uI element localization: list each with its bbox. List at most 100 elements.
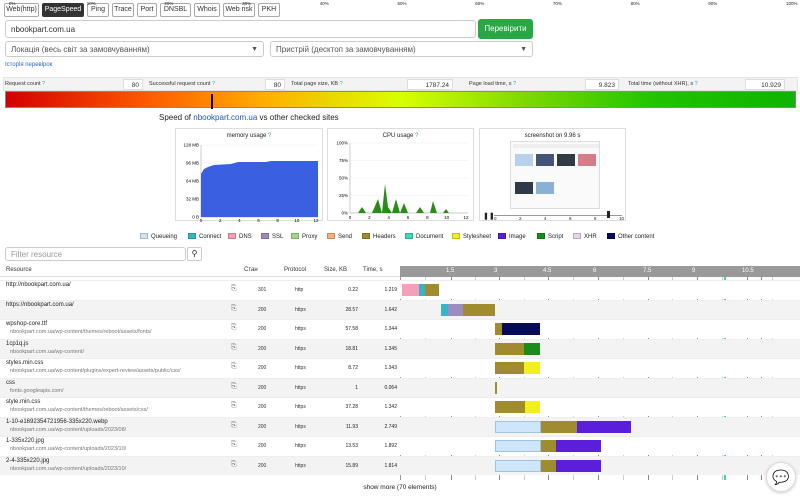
- cpu-chart: 100% 75% 50% 25% 0% 0 2 4 6 8 10 12: [336, 141, 469, 221]
- copy-icon[interactable]: ⎘: [231, 460, 237, 468]
- table-row[interactable]: 1cp1q.js nbookpart.com.ua/wp-content/ ⎘ 200…: [0, 338, 800, 358]
- tab-web-http-[interactable]: Web(http): [4, 3, 39, 17]
- col-protocol[interactable]: Protocol: [284, 267, 307, 273]
- resource-name[interactable]: style.min.css: [6, 399, 41, 405]
- legend-proxy[interactable]: Proxy: [291, 233, 317, 241]
- legend-ssl[interactable]: SSL: [261, 233, 283, 241]
- copy-icon[interactable]: ⎘: [231, 402, 237, 409]
- table-row[interactable]: css fonts.googleapis.com/ ⎘ 200 https 1 0.064: [0, 377, 800, 397]
- copy-icon[interactable]: ⎘: [231, 304, 237, 312]
- slider-tick-label: 4: [544, 216, 547, 221]
- history-link[interactable]: Історія перевірок: [5, 62, 53, 68]
- resource-size: 0.22: [348, 287, 358, 293]
- help-icon[interactable]: ?: [513, 81, 517, 87]
- table-row[interactable]: style.min.css nbookpart.com.ua/wp-content…: [0, 397, 800, 416]
- resource-size: 13.53: [345, 443, 358, 449]
- url-input[interactable]: nbookpart.com.ua: [5, 20, 476, 38]
- resource-time: 1.814: [384, 462, 397, 469]
- copy-icon[interactable]: ⎘: [231, 421, 237, 429]
- help-icon[interactable]: ?: [694, 81, 698, 87]
- check-button[interactable]: Перевірити: [478, 19, 533, 39]
- copy-icon[interactable]: ⎘: [231, 324, 237, 331]
- tab-pagespeed[interactable]: PageSpeed: [42, 3, 84, 17]
- legend-label: Other content: [618, 234, 655, 240]
- resource-time: 1.219: [384, 287, 397, 293]
- legend-swatch: [498, 233, 506, 240]
- resource-name[interactable]: wpshop-core.ttf: [6, 321, 48, 327]
- tab-whois[interactable]: Whois: [194, 3, 220, 17]
- speed-caption-post: vs other checked sites: [257, 113, 339, 122]
- table-row[interactable]: https://nbookpart.com.ua/ ⎘ 200 https 28.57 1…: [0, 299, 800, 319]
- legend-other-content[interactable]: Other content: [607, 233, 654, 241]
- resource-name[interactable]: 1cp1q.js: [6, 340, 29, 347]
- waterfall-bar: [419, 284, 425, 296]
- chat-bubble-icon[interactable]: 💬: [766, 462, 796, 492]
- copy-icon[interactable]: ⎘: [231, 363, 237, 370]
- legend-script[interactable]: Script: [537, 233, 563, 241]
- help-icon[interactable]: ?: [415, 133, 419, 139]
- tab-port[interactable]: Port: [137, 3, 157, 17]
- waterfall-tick-label: 7.5: [643, 268, 652, 274]
- legend-send[interactable]: Send: [327, 233, 352, 241]
- x-tick-label: 12: [313, 218, 319, 222]
- show-more-link[interactable]: show more (70 elements): [363, 484, 437, 491]
- legend-document[interactable]: Document: [405, 233, 443, 241]
- tab-dnsbl[interactable]: DNSBL: [160, 3, 191, 17]
- resource-name[interactable]: 2-4-335x220.jpg: [6, 457, 50, 464]
- speed-caption-site[interactable]: nbookpart.com.ua: [193, 113, 258, 122]
- legend-headers[interactable]: Headers: [362, 233, 396, 241]
- speed-caption: Speed of nbookpart.com.ua vs other check…: [159, 113, 339, 122]
- copy-icon[interactable]: ⎘: [231, 382, 237, 390]
- help-icon[interactable]: ?: [339, 81, 343, 87]
- cpu-usage-card: CPU usage ? 100% 75% 50% 25% 0% 0 2 4 6 8 10 12: [327, 128, 474, 221]
- col-time[interactable]: Time, s: [363, 267, 383, 273]
- legend-connect[interactable]: Connect: [188, 233, 221, 241]
- tab-trace[interactable]: Trace: [112, 3, 134, 17]
- resource-name[interactable]: http://nbookpart.com.ua/: [6, 282, 71, 288]
- legend-queueing[interactable]: Queueing: [140, 233, 177, 241]
- resource-name[interactable]: https://nbookpart.com.ua/: [6, 301, 74, 308]
- help-icon[interactable]: ?: [268, 133, 272, 139]
- slider-tick-label: 2: [519, 216, 522, 221]
- col-status[interactable]: Стан: [244, 267, 258, 273]
- col-resource[interactable]: Resource: [6, 267, 32, 273]
- legend-xhr[interactable]: XHR: [573, 233, 597, 241]
- metric-3: Total page size, KB ? 1787.24: [291, 79, 453, 90]
- legend-label: DNS: [239, 234, 252, 240]
- tab-web-risk[interactable]: Web risk: [223, 3, 255, 17]
- help-icon[interactable]: ?: [211, 81, 216, 87]
- tab-pkh[interactable]: PKH: [258, 3, 280, 17]
- resource-name[interactable]: styles.min.css: [6, 360, 44, 366]
- timeline-slider[interactable]: [494, 215, 622, 216]
- filter-search-button[interactable]: ⚲: [187, 247, 202, 261]
- table-row[interactable]: 2-4-335x220.jpg nbookpart.com.ua/wp-conte…: [0, 455, 800, 475]
- filter-input[interactable]: Filter resource: [5, 247, 186, 261]
- copy-icon[interactable]: ⎘: [231, 285, 237, 292]
- col-size[interactable]: Size, KB: [324, 267, 348, 273]
- legend-image[interactable]: Image: [498, 233, 526, 241]
- resource-name[interactable]: 1-10-e1692354721956-335x220.webp: [6, 418, 108, 425]
- resource-name[interactable]: 1-335x220.jpg: [6, 438, 45, 444]
- resource-size: 11.93: [345, 423, 358, 430]
- table-row[interactable]: 1-335x220.jpg nbookpart.com.ua/wp-content…: [0, 436, 800, 455]
- y-tick-label: 96 MB: [186, 161, 199, 166]
- metric-label: Page load time, s: [469, 81, 514, 87]
- device-select[interactable]: Пристрій (десктоп за замовчуванням) ▼: [270, 41, 533, 57]
- resource-name[interactable]: css: [6, 379, 15, 386]
- table-row[interactable]: wpshop-core.ttf nbookpart.com.ua/wp-conte…: [0, 319, 800, 338]
- resource-status: 200: [258, 326, 267, 332]
- copy-icon[interactable]: ⎘: [231, 441, 237, 448]
- slider-handle[interactable]: [607, 211, 610, 218]
- legend-stylesheet[interactable]: Stylesheet: [452, 233, 491, 241]
- tab-ping[interactable]: Ping: [87, 3, 109, 17]
- location-select[interactable]: Локація (весь світ за замовчуванням) ▼: [5, 41, 264, 57]
- help-icon[interactable]: ?: [42, 81, 46, 87]
- table-row[interactable]: styles.min.css nbookpart.com.ua/wp-conten…: [0, 358, 800, 377]
- legend-dns[interactable]: DNS: [228, 233, 252, 241]
- y-tick-label: 32 MB: [186, 197, 199, 202]
- table-row[interactable]: http://nbookpart.com.ua/ ⎘ 301 http 0.22 1.21…: [0, 280, 800, 299]
- copy-icon[interactable]: ⎘: [231, 343, 237, 351]
- play-pause-icon[interactable]: ❚❚: [483, 213, 495, 220]
- table-row[interactable]: 1-10-e1692354721956-335x220.webp nbookpar…: [0, 416, 800, 436]
- resource-protocol: https: [295, 443, 306, 449]
